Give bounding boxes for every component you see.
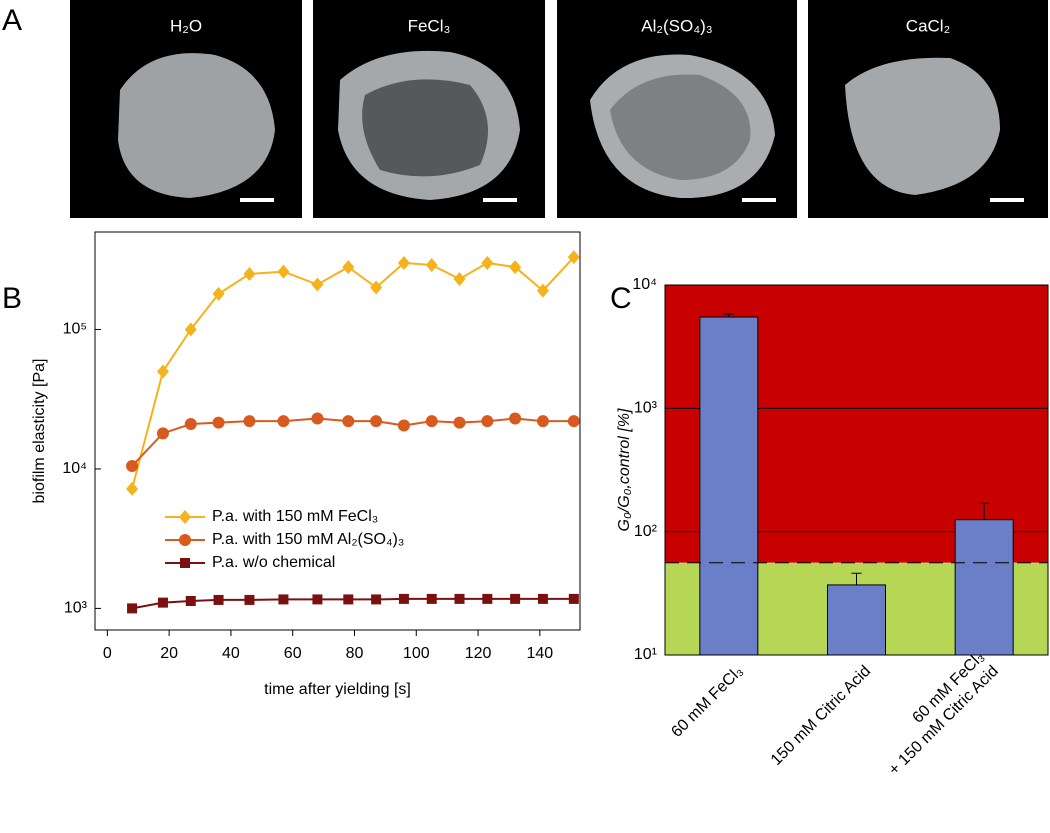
marker: [397, 419, 410, 432]
marker: [343, 594, 354, 605]
image-title: Al₂(SO₄)₃: [641, 16, 712, 35]
y-tick-label: 10³: [64, 600, 88, 617]
marker: [426, 593, 437, 604]
marker: [567, 415, 580, 428]
photo: [557, 0, 797, 218]
marker: [157, 597, 168, 608]
series-line: [131, 417, 574, 467]
marker: [425, 415, 438, 428]
panel-letter: A: [2, 4, 22, 37]
marker: [126, 481, 139, 496]
marker: [536, 283, 549, 298]
marker: [311, 412, 324, 425]
marker: [536, 415, 549, 428]
marker: [567, 250, 580, 265]
marker: [454, 593, 465, 604]
marker: [425, 257, 438, 272]
legend-label: P.a. with 150 mM FeCl₃: [212, 508, 378, 525]
marker: [243, 415, 256, 428]
marker: [278, 594, 289, 605]
x-tick-label: 100: [403, 645, 430, 662]
series-line: [131, 256, 575, 490]
marker: [453, 272, 466, 287]
panel-letter: B: [2, 282, 22, 315]
photo: [313, 0, 545, 218]
y-tick-label: 10³: [634, 400, 658, 417]
y-tick-label: 10²: [634, 523, 658, 540]
marker: [277, 264, 290, 279]
y-tick-label: 10⁴: [62, 460, 87, 477]
marker: [509, 412, 522, 425]
marker: [156, 364, 169, 379]
marker: [179, 534, 191, 546]
x-tick-label: 40: [222, 645, 240, 662]
marker: [509, 260, 522, 275]
marker: [537, 593, 548, 604]
image-title: CaCl₂: [906, 16, 950, 35]
marker: [180, 558, 190, 568]
bar: [827, 584, 886, 656]
x-tick-label: 60: [284, 645, 302, 662]
x-tick-label: 0: [103, 645, 112, 662]
marker: [481, 415, 494, 428]
marker: [397, 255, 410, 270]
marker: [370, 280, 383, 295]
x-tick-label: 20: [160, 645, 178, 662]
marker: [312, 594, 323, 605]
bar: [954, 519, 1014, 656]
y-tick-label: 10⁴: [632, 276, 657, 293]
x-tick-line: 60 mM FeCl₃: [668, 663, 746, 741]
image-title: H₂O: [170, 16, 202, 35]
x-tick-label: 120: [465, 645, 492, 662]
marker: [213, 594, 224, 605]
plot-frame: [664, 284, 1049, 656]
x-tick-label: 80: [346, 645, 364, 662]
marker: [244, 594, 255, 605]
marker: [568, 593, 579, 604]
y-tick-label: 10⁵: [63, 321, 87, 338]
marker: [243, 266, 256, 281]
marker: [481, 255, 494, 270]
photo: [70, 0, 302, 218]
legend-label: P.a. w/o chemical: [212, 554, 335, 571]
y-axis-label: biofilm elasticity [Pa]: [31, 359, 48, 504]
marker: [212, 416, 225, 429]
marker: [127, 603, 138, 614]
marker: [342, 260, 355, 275]
marker: [156, 427, 169, 440]
marker: [370, 415, 383, 428]
x-tick-label: 140: [526, 645, 553, 662]
marker: [212, 286, 225, 301]
photo: [808, 0, 1048, 218]
image-title: FeCl₃: [408, 16, 451, 35]
marker: [184, 418, 197, 431]
marker: [184, 322, 197, 337]
plot-frame: [94, 231, 581, 631]
marker: [179, 510, 191, 524]
marker: [371, 594, 382, 605]
marker: [510, 593, 521, 604]
legend-label: P.a. with 150 mM Al₂(SO₄)₃: [212, 531, 404, 548]
y-axis-label: G₀/G₀,control [%]: [616, 408, 633, 531]
marker: [398, 593, 409, 604]
y-tick-label: 10¹: [634, 646, 657, 663]
marker: [453, 416, 466, 429]
panel-letter: C: [610, 282, 632, 315]
marker: [185, 595, 196, 606]
marker: [277, 415, 290, 428]
x-tick-line: 150 mM Citric Acid: [768, 663, 874, 769]
series-line: [131, 597, 574, 610]
x-axis-label: time after yielding [s]: [264, 681, 411, 698]
marker: [342, 415, 355, 428]
x-tick-label: 150 mM Citric Acid: [768, 663, 874, 769]
x-tick-label: 60 mM FeCl₃: [668, 663, 746, 741]
marker: [126, 459, 139, 472]
x-tick-label: 60 mM FeCl₃+ 150 mM Citric Acid: [872, 649, 1002, 779]
marker: [482, 593, 493, 604]
bar: [699, 316, 759, 656]
marker: [311, 277, 324, 292]
